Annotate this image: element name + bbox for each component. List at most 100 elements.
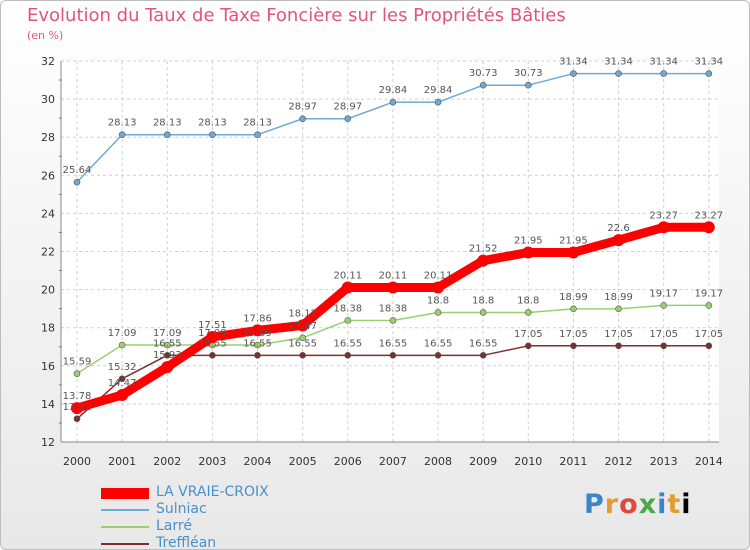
y-tick-label: 32 (41, 55, 55, 68)
data-point-larre (73, 370, 81, 377)
legend-item-sulniac: Sulniac (101, 501, 381, 519)
data-point-trefflean (660, 342, 667, 350)
x-tick-label: 2010 (514, 455, 542, 468)
data-point-la-vraie-croix (116, 388, 129, 401)
data-label-sulniac: 25.64 (63, 165, 92, 176)
data-label-larre: 17.09 (243, 328, 272, 339)
data-point-la-vraie-croix (702, 221, 715, 234)
legend-label-sulniac: Sulniac (156, 501, 207, 517)
data-point-la-vraie-croix (206, 331, 219, 344)
data-point-trefflean (209, 352, 216, 359)
data-label-larre: 18.38 (379, 303, 408, 314)
y-tick-label: 20 (41, 284, 55, 297)
y-tick-label: 16 (41, 360, 55, 373)
data-point-trefflean (524, 342, 532, 350)
data-label-la-vraie-croix: 23.27 (694, 210, 723, 221)
data-label-larre: 18.99 (604, 292, 633, 303)
data-label-sulniac: 28.97 (333, 102, 362, 113)
data-label-la-vraie-croix: 17.86 (243, 313, 272, 324)
data-point-sulniac (163, 131, 171, 139)
data-point-trefflean (615, 342, 622, 350)
data-label-la-vraie-croix: 21.52 (469, 244, 498, 255)
data-point-sulniac (254, 131, 261, 139)
data-point-trefflean (299, 352, 306, 359)
legend-item-la-vraie-croix: LA VRAIE-CROIX (101, 484, 381, 502)
data-label-sulniac: 31.34 (649, 57, 678, 68)
x-tick-label: 2007 (379, 455, 407, 468)
data-label-trefflean: 17.05 (649, 329, 678, 340)
data-point-sulniac (73, 178, 81, 186)
chart-title: Evolution du Taux de Taxe Foncière sur l… (27, 5, 566, 26)
data-label-trefflean: 16.55 (379, 338, 408, 349)
data-point-sulniac (660, 70, 667, 77)
data-label-trefflean: 16.55 (153, 338, 182, 349)
legend-swatch-sulniac (101, 509, 149, 511)
data-point-la-vraie-croix (657, 221, 670, 234)
x-tick-label: 2011 (559, 455, 587, 468)
data-point-sulniac (209, 131, 216, 139)
data-point-la-vraie-croix (477, 254, 490, 267)
data-label-la-vraie-croix: 18.12 (288, 308, 317, 319)
data-label-la-vraie-croix: 20.11 (424, 271, 453, 282)
data-point-trefflean (705, 342, 713, 350)
data-label-larre: 17.09 (153, 328, 182, 339)
logo-letter: i (681, 489, 692, 520)
data-label-la-vraie-croix: 21.95 (559, 235, 588, 246)
data-label-trefflean: 16.55 (424, 338, 453, 349)
data-label-sulniac: 29.84 (379, 85, 408, 96)
data-label-trefflean: 13.22 (63, 402, 92, 413)
data-point-sulniac (344, 115, 352, 123)
data-point-larre (524, 309, 532, 316)
x-tick-label: 2008 (424, 455, 452, 468)
data-point-trefflean (344, 352, 352, 359)
chart-subtitle: (en %) (27, 29, 64, 42)
data-label-trefflean: 16.55 (243, 338, 272, 349)
data-label-la-vraie-croix: 22.6 (607, 223, 629, 234)
data-point-trefflean (73, 415, 81, 423)
x-tick-label: 2000 (63, 455, 91, 468)
data-point-larre (254, 341, 261, 349)
data-label-trefflean: 15.32 (108, 362, 137, 373)
y-tick-label: 24 (41, 207, 55, 220)
data-point-sulniac (118, 131, 126, 139)
data-label-larre: 17.09 (198, 328, 227, 339)
data-label-larre: 18.38 (333, 303, 362, 314)
data-label-la-vraie-croix: 15.93 (153, 350, 182, 361)
data-label-sulniac: 31.34 (604, 57, 633, 68)
data-point-la-vraie-croix (522, 246, 535, 259)
data-label-la-vraie-croix: 13.78 (63, 391, 92, 402)
data-label-larre: 18.8 (427, 295, 449, 306)
data-label-larre: 19.17 (694, 288, 723, 299)
data-point-sulniac (299, 115, 306, 123)
data-label-sulniac: 31.34 (559, 57, 588, 68)
legend-label-larre: Larré (156, 518, 192, 534)
data-label-trefflean: 17.05 (694, 329, 723, 340)
data-point-larre (705, 302, 713, 309)
data-label-sulniac: 30.73 (514, 68, 543, 79)
legend-label-la-vraie-croix: LA VRAIE-CROIX (156, 484, 269, 500)
data-label-la-vraie-croix: 21.95 (514, 235, 543, 246)
data-label-trefflean: 17.05 (559, 329, 588, 340)
data-point-la-vraie-croix (386, 281, 399, 294)
y-tick-label: 12 (41, 436, 55, 449)
data-label-trefflean: 16.55 (333, 338, 362, 349)
legend-swatch-la-vraie-croix (101, 488, 149, 499)
data-label-sulniac: 31.34 (694, 57, 723, 68)
data-label-sulniac: 28.13 (243, 118, 272, 129)
x-tick-label: 2009 (469, 455, 497, 468)
data-label-larre: 17.47 (288, 321, 317, 332)
data-label-sulniac: 30.73 (469, 68, 498, 79)
data-label-larre: 17.09 (108, 328, 137, 339)
data-label-la-vraie-croix: 20.11 (379, 271, 408, 282)
data-point-sulniac (705, 70, 713, 77)
x-tick-label: 2014 (695, 455, 723, 468)
data-point-larre (660, 302, 667, 309)
data-point-larre (344, 317, 352, 324)
x-tick-label: 2004 (244, 455, 272, 468)
data-point-trefflean (434, 352, 442, 359)
data-label-larre: 15.59 (63, 357, 92, 368)
data-point-la-vraie-croix (161, 361, 174, 374)
data-label-trefflean: 16.55 (469, 338, 498, 349)
data-point-sulniac (570, 70, 577, 77)
